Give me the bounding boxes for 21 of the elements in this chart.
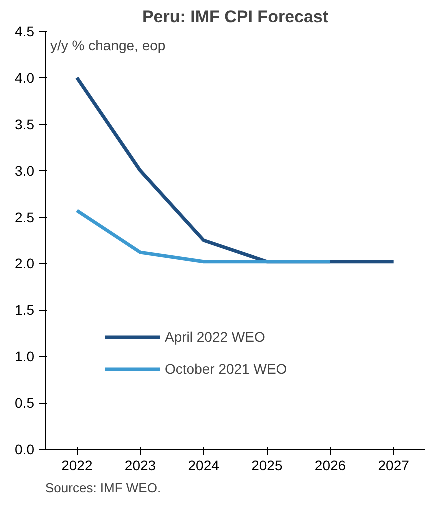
y-axis-title: y/y % change, eop (50, 38, 166, 54)
legend-label: April 2022 WEO (165, 329, 266, 345)
x-tick-label: 2026 (314, 458, 346, 474)
chart-title: Peru: IMF CPI Forecast (142, 8, 329, 26)
y-tick-label: 1.0 (15, 348, 35, 365)
y-tick-label: 1.5 (15, 302, 35, 318)
x-tick-label: 2024 (188, 458, 220, 474)
y-tick-label: 3.0 (15, 162, 35, 179)
y-tick-label: 4.5 (15, 24, 35, 40)
y-tick-label: 0.5 (15, 395, 35, 412)
x-tick-label: 2027 (378, 458, 410, 474)
y-tick-label: 3.5 (15, 116, 35, 132)
y-tick-label: 0.0 (15, 442, 35, 458)
x-tick-label: 2023 (124, 458, 156, 474)
legend-label: October 2021 WEO (165, 361, 288, 377)
y-tick-label: 2.5 (15, 209, 35, 226)
x-tick-label: 2025 (252, 458, 283, 474)
y-tick-label: 2.0 (15, 256, 35, 272)
x-tick-label: 2022 (62, 458, 93, 474)
source-note: Sources: IMF WEO. (46, 480, 162, 496)
y-tick-label: 4.0 (15, 70, 35, 86)
